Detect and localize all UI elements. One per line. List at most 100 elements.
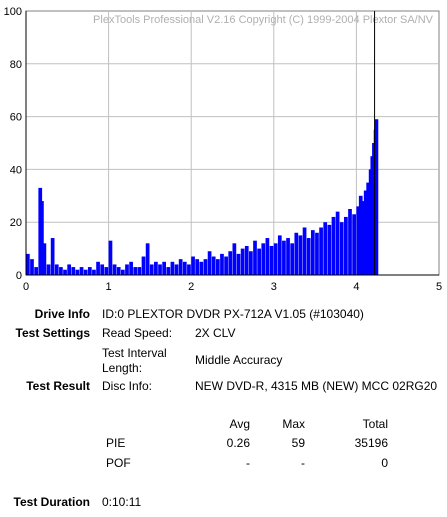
data-bar <box>257 248 261 275</box>
data-bar <box>178 259 183 275</box>
data-bar <box>182 261 187 275</box>
stats-row-avg: 0.26 <box>226 436 250 450</box>
data-bar <box>298 235 303 275</box>
drive-info-label: Drive Info <box>34 307 90 321</box>
data-bar <box>363 190 368 275</box>
data-bar <box>30 259 34 275</box>
test-result-label: Test Result <box>26 379 90 393</box>
data-bar <box>302 227 307 275</box>
data-bar <box>273 243 278 275</box>
data-bar <box>327 224 332 275</box>
data-bar <box>290 243 295 275</box>
x-tick-label: 2 <box>188 281 194 293</box>
data-bar <box>236 253 241 275</box>
data-bar <box>63 269 67 275</box>
data-bar <box>50 238 55 275</box>
data-bar <box>207 251 212 275</box>
data-bar <box>129 261 133 275</box>
stats-row-avg: - <box>246 456 250 470</box>
data-bar <box>87 267 92 275</box>
stats-row-max: - <box>301 456 305 470</box>
y-tick-label: 100 <box>4 6 22 18</box>
data-bar <box>306 238 311 275</box>
data-bar <box>96 261 100 275</box>
test-interval-label-length: Length: <box>102 361 143 375</box>
stats-header-total: Total <box>362 417 388 431</box>
data-bar <box>92 269 96 275</box>
data-bar <box>323 222 328 275</box>
stats-row-total: 35196 <box>354 436 388 450</box>
data-bar <box>195 259 200 275</box>
disc-info-value: NEW DVD-R, 4315 MB (NEW) MCC 02RG20 <box>195 379 438 393</box>
data-bar <box>26 253 30 275</box>
data-bar <box>228 251 233 275</box>
test-interval-label: Test Interval <box>102 346 167 360</box>
data-bar <box>224 256 228 275</box>
data-bar <box>356 206 361 275</box>
data-bar <box>71 267 76 275</box>
data-bar <box>108 240 113 275</box>
data-bar <box>211 256 216 275</box>
data-bar <box>133 267 138 275</box>
data-bar <box>187 264 191 275</box>
test-interval-value: Middle Accuracy <box>195 353 283 367</box>
watermark-text: PlexTools Professional V2.16 Copyright (… <box>93 14 434 26</box>
data-bar <box>358 195 363 275</box>
data-bar <box>315 232 319 275</box>
data-bar <box>125 264 129 275</box>
data-bar <box>220 253 224 275</box>
data-bar <box>34 267 38 275</box>
data-bar <box>145 243 150 275</box>
data-bar <box>282 240 286 275</box>
data-bar <box>286 238 290 275</box>
data-bar <box>261 243 266 275</box>
stats-header-max: Max <box>282 417 305 431</box>
data-bar <box>232 243 237 275</box>
data-bar <box>348 209 352 275</box>
y-tick-label: 40 <box>10 164 22 176</box>
y-tick-label: 80 <box>10 59 22 71</box>
data-bar <box>75 269 80 275</box>
data-bar <box>149 264 154 275</box>
data-bar <box>319 227 323 275</box>
stats-row-max: 59 <box>291 436 305 450</box>
data-bar <box>137 267 142 275</box>
data-bar <box>162 261 167 275</box>
data-bar <box>269 245 274 275</box>
data-bar <box>174 264 179 275</box>
stats-row-total: 0 <box>381 456 388 470</box>
x-tick-label: 4 <box>353 281 359 293</box>
test-duration-label: Test Duration <box>13 495 90 509</box>
data-bar <box>335 211 340 275</box>
data-bar <box>374 119 379 276</box>
y-tick-label: 60 <box>10 112 22 124</box>
data-bar <box>141 256 146 275</box>
y-tick-label: 20 <box>10 217 22 229</box>
data-bar <box>191 256 195 275</box>
data-bar <box>83 269 88 275</box>
read-speed-label: Read Speed: <box>102 326 173 340</box>
data-bar <box>244 245 249 275</box>
y-tick-label: 0 <box>16 270 22 282</box>
data-bar <box>215 259 220 275</box>
data-bar <box>158 264 162 275</box>
data-bar <box>166 267 171 275</box>
drive-info-value: ID:0 PLEXTOR DVDR PX-712A V1.05 (#103040… <box>102 307 364 321</box>
stats-row-name: POF <box>106 456 131 470</box>
data-bar <box>294 232 299 275</box>
data-bar <box>240 248 245 275</box>
x-tick-label: 0 <box>23 281 29 293</box>
disc-info-label: Disc Info: <box>102 379 153 393</box>
data-bar <box>42 243 47 275</box>
test-duration-value: 0:10:11 <box>102 495 142 509</box>
data-bar <box>120 269 125 275</box>
data-bar <box>154 261 158 275</box>
data-bar <box>46 264 51 275</box>
data-bar <box>112 264 117 275</box>
data-bar <box>249 251 253 275</box>
x-tick-label: 5 <box>436 281 442 293</box>
data-bar <box>366 182 371 275</box>
data-bar <box>331 216 336 275</box>
data-bar <box>100 264 105 275</box>
test-settings-label: Test Settings <box>15 326 90 340</box>
